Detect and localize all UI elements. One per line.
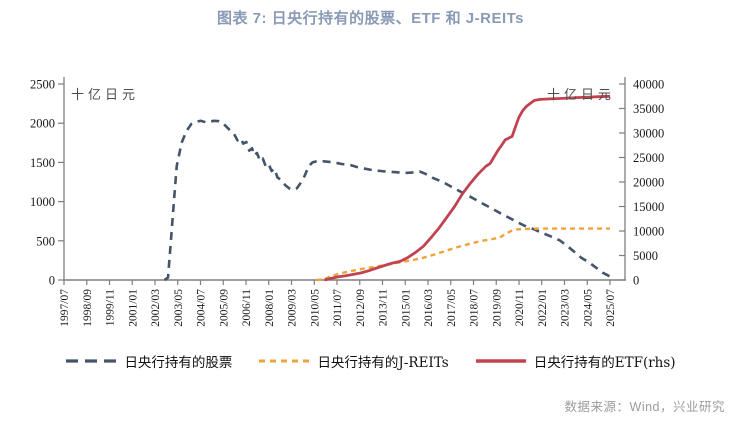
- x-axis-tick-label: 2015/01: [400, 289, 412, 327]
- series-line-2: [324, 94, 611, 282]
- right-axis-tick-label: 20000: [633, 176, 664, 190]
- x-axis-tick-label: 2010/05: [309, 289, 321, 327]
- x-axis-tick-label: 2002/03: [150, 289, 162, 327]
- legend-label-stocks: 日央行持有的股票: [124, 355, 233, 371]
- x-axis-tick-label: 2024/05: [582, 289, 594, 327]
- x-axis-tick-label: 2020/11: [514, 289, 526, 327]
- legend-line-sample-stocks-icon: [66, 359, 117, 363]
- x-axis-tick-label: 2006/11: [241, 289, 253, 327]
- x-axis-tick-label: 2001/01: [127, 289, 139, 327]
- x-axis-tick-label: 1998/09: [82, 289, 94, 327]
- right-axis-tick-label: 5000: [633, 249, 658, 263]
- legend-label-jreits: 日央行持有的J-REITs: [317, 355, 449, 371]
- x-axis-tick-label: 2004/07: [196, 289, 208, 327]
- x-axis-tick-label: 2005/09: [218, 289, 230, 327]
- right-axis-tick-label: 25000: [633, 151, 664, 165]
- data-source-note: 数据来源：Wind，兴业研究: [564, 400, 725, 414]
- legend-label-etf: 日央行持有的ETF(rhs): [533, 355, 676, 371]
- legend-line-sample-etf-icon: [475, 359, 526, 363]
- legend: 日央行持有的股票 日央行持有的J-REITs 日央行持有的ETF(rhs): [0, 350, 741, 372]
- series-line-0: [163, 119, 611, 282]
- x-axis-tick-label: 2017/05: [446, 289, 458, 327]
- left-axis-tick-label: 500: [36, 234, 55, 248]
- legend-item-etf: 日央行持有的ETF(rhs): [475, 351, 676, 371]
- x-axis-tick-label: 2016/03: [423, 289, 435, 327]
- right-axis-unit-label: 十亿日元: [547, 88, 616, 103]
- legend-item-jreits: 日央行持有的J-REITs: [258, 351, 449, 371]
- right-axis-tick-label: 15000: [633, 200, 664, 214]
- x-axis-tick-label: 2022/01: [537, 289, 549, 327]
- right-axis-tick-label: 0: [633, 274, 639, 288]
- x-axis-tick-label: 2018/07: [469, 289, 481, 327]
- left-axis-tick-label: 2000: [30, 117, 55, 131]
- x-axis-tick-label: 2023/03: [560, 289, 572, 327]
- right-axis-tick-label: 10000: [633, 225, 664, 239]
- x-axis-tick-label: 2009/03: [287, 289, 299, 327]
- left-axis-tick-label: 1500: [30, 156, 55, 170]
- x-axis-tick-label: 2008/01: [264, 289, 276, 327]
- x-axis-tick-label: 2011/07: [332, 289, 344, 327]
- x-axis-tick-label: 1999/11: [105, 289, 117, 327]
- right-axis-tick-label: 40000: [633, 78, 664, 92]
- x-axis-tick-label: 2019/09: [491, 289, 503, 327]
- x-axis-tick-label: 2003/05: [173, 289, 185, 327]
- legend-item-stocks: 日央行持有的股票: [65, 351, 232, 371]
- left-axis-tick-label: 2500: [30, 78, 55, 92]
- series-line-1: [316, 227, 610, 282]
- left-axis-unit-label: 十亿日元: [71, 88, 140, 103]
- x-axis-tick-label: 2025/07: [605, 289, 617, 327]
- x-axis-tick-label: 2013/11: [378, 289, 390, 327]
- right-axis-tick-label: 35000: [633, 102, 664, 116]
- legend-line-sample-jreits-icon: [259, 359, 310, 363]
- x-axis-tick-label: 2012/09: [355, 289, 367, 327]
- left-axis-tick-label: 1000: [30, 195, 55, 209]
- chart-title: 图表 7: 日央行持有的股票、ETF 和 J-REITs: [216, 10, 525, 27]
- right-axis-tick-label: 30000: [633, 127, 664, 141]
- left-axis-tick-label: 0: [49, 274, 55, 288]
- x-axis-tick-label: 1997/07: [59, 289, 71, 327]
